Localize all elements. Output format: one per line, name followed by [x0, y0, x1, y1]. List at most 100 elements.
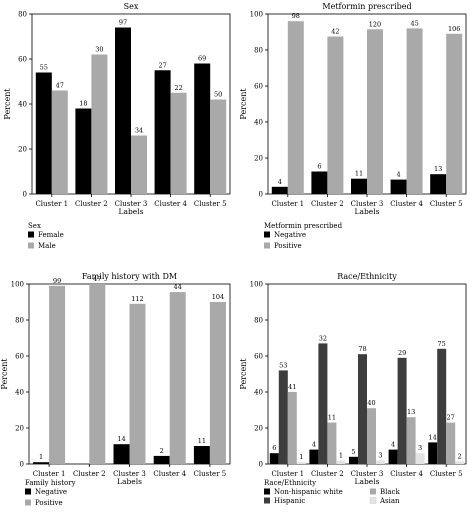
y-axis-label: Percent: [239, 358, 248, 390]
data-label: 1: [339, 451, 343, 459]
y-axis-label: Percent: [239, 88, 248, 120]
x-axis-label: Labels: [119, 207, 144, 216]
chart-title: Metformin prescribed: [322, 2, 411, 11]
data-label: 32: [319, 334, 327, 342]
data-label: 78: [358, 345, 366, 353]
bar-negative-cluster-2: [311, 171, 328, 194]
data-label: 4: [397, 171, 401, 179]
x-tick-label: Cluster 3: [115, 200, 148, 208]
bar-positive-cluster-4: [406, 28, 423, 195]
x-tick-label: Cluster 2: [73, 470, 106, 478]
data-label: 22: [174, 84, 182, 92]
chart-title: Race/Ethnicity: [337, 272, 397, 281]
y-tick-label: 20: [15, 425, 24, 433]
legend-label-positive: Positive: [274, 242, 302, 250]
y-tick-label: 80: [18, 11, 27, 19]
bar-black-cluster-2: [327, 422, 337, 464]
legend-label-asian: Asian: [379, 497, 400, 505]
legend-swatch-non-hispanic-white: [264, 488, 270, 495]
bar-asian-cluster-5: [455, 461, 465, 464]
y-axis-label: Percent: [3, 88, 12, 120]
legend-label-female: Female: [38, 231, 64, 239]
x-tick-label: Cluster 1: [271, 470, 304, 478]
data-label: 41: [288, 383, 296, 391]
data-label: 29: [398, 349, 406, 357]
bar-negative-cluster-4: [153, 455, 170, 464]
y-tick-label: 60: [254, 83, 263, 91]
x-tick-label: Cluster 3: [351, 470, 384, 478]
x-tick-label: Cluster 2: [311, 200, 344, 208]
data-label: 6: [317, 163, 321, 171]
data-label: 42: [331, 28, 339, 36]
bar-negative-cluster-5: [193, 446, 210, 464]
bar-non-hispanic-white-cluster-3: [349, 456, 358, 464]
x-tick-label: Cluster 4: [390, 470, 423, 478]
x-axis-label: Labels: [355, 207, 380, 216]
x-tick-label: Cluster 4: [390, 200, 423, 208]
legend-label-negative: Negative: [274, 231, 306, 239]
y-tick-label: 20: [18, 146, 27, 154]
y-tick-label: 40: [15, 389, 24, 397]
y-tick-label: 20: [254, 155, 263, 163]
x-tick-label: Cluster 2: [75, 200, 108, 208]
data-label: 5: [351, 448, 355, 456]
x-tick-label: Cluster 3: [113, 470, 146, 478]
data-label: 53: [279, 361, 287, 369]
legend-label-black: Black: [380, 488, 400, 496]
y-tick-label: 100: [11, 281, 24, 289]
x-axis-label: Labels: [355, 477, 380, 486]
bar-negative-cluster-1: [271, 186, 288, 194]
data-label: 98: [292, 12, 300, 20]
y-tick-label: 0: [20, 461, 24, 469]
y-tick-label: 0: [23, 191, 27, 199]
data-label: 4: [278, 178, 282, 186]
y-tick-label: 40: [254, 389, 263, 397]
bar-female-cluster-3: [115, 27, 131, 194]
x-tick-label: Cluster 1: [271, 200, 304, 208]
chart-sex: Sex 0 20 40 60 80 Percent Cluster 1 55 47 Cluster …: [3, 2, 231, 250]
y-tick-label: 0: [259, 191, 263, 199]
legend-swatch-male: [28, 242, 34, 249]
bar-non-hispanic-white-cluster-5: [428, 442, 438, 464]
bar-male-cluster-1: [51, 90, 68, 194]
legend-swatch-negative: [264, 231, 270, 238]
x-tick-label: Cluster 5: [430, 470, 463, 478]
y-tick-label: 60: [18, 56, 27, 64]
data-label: 13: [407, 408, 415, 416]
bar-negative-cluster-1: [33, 462, 50, 464]
bar-male-cluster-4: [170, 92, 187, 194]
y-axis-label: Percent: [0, 358, 9, 390]
x-tick-label: Cluster 1: [33, 470, 66, 478]
data-label: 104: [212, 293, 224, 301]
legend-label-hispanic: Hispanic: [274, 497, 305, 505]
x-tick-label: Cluster 1: [35, 200, 68, 208]
legend-swatch-negative: [25, 488, 31, 495]
y-tick-label: 100: [250, 281, 263, 289]
data-label: 47: [56, 82, 64, 90]
y-tick-label: 40: [18, 101, 27, 109]
bar-asian-cluster-2: [336, 460, 346, 464]
bar-hispanic-cluster-3: [358, 354, 367, 464]
bar-asian-cluster-3: [376, 460, 385, 464]
legend-title: Race/Ethnicity: [264, 479, 316, 487]
y-tick-label: 80: [254, 47, 263, 55]
chart-title: Sex: [124, 2, 139, 11]
bar-female-cluster-1: [35, 72, 52, 194]
data-label: 40: [367, 399, 375, 407]
bar-female-cluster-4: [154, 70, 171, 194]
bar-negative-cluster-3: [351, 178, 367, 194]
bar-asian-cluster-4: [415, 453, 425, 464]
data-label: 50: [214, 91, 222, 99]
legend-swatch-positive: [25, 499, 31, 506]
bar-black-cluster-3: [367, 408, 376, 464]
chart-title: Family history with DM: [82, 272, 177, 281]
x-tick-label: Cluster 5: [194, 470, 227, 478]
x-tick-label: Cluster 5: [430, 200, 463, 208]
bar-male-cluster-2: [91, 54, 108, 194]
y-tick-label: 80: [254, 317, 263, 325]
data-label: 34: [135, 127, 143, 135]
